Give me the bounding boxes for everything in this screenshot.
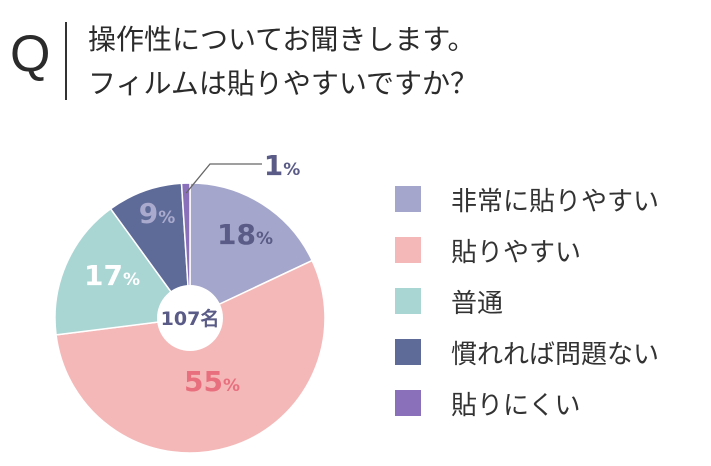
- legend: 非常に貼りやすい 貼りやすい 普通 慣れれば問題ない 貼りにくい: [395, 183, 659, 438]
- slice-value-label-hard: 1%: [264, 149, 301, 182]
- pie-center-total: 107名: [161, 307, 220, 330]
- legend-label: 慣れれば問題ない: [451, 339, 660, 370]
- slice-value-label-normal: 17%: [84, 259, 140, 292]
- slice-value-label-very-easy: 18%: [217, 218, 273, 251]
- legend-item-normal: 普通: [395, 285, 659, 319]
- pie-slice-easy: [55, 259, 326, 454]
- question-marker: Q: [10, 25, 51, 83]
- pie-center-hole: [157, 285, 223, 351]
- legend-label: 普通: [451, 288, 504, 319]
- legend-swatch: [395, 186, 421, 212]
- legend-swatch: [395, 390, 421, 416]
- pie-slice-very-easy: [189, 182, 314, 320]
- legend-swatch: [395, 237, 421, 263]
- question-line-2: フィルムは貼りやすいですか？: [88, 67, 479, 100]
- legend-label: 貼りやすい: [451, 237, 582, 268]
- legend-swatch: [395, 288, 421, 314]
- legend-label: 非常に貼りやすい: [451, 186, 660, 217]
- legend-item-easy: 貼りやすい: [395, 234, 659, 268]
- legend-item-get-used: 慣れれば問題ない: [395, 336, 660, 370]
- legend-swatch: [395, 339, 421, 365]
- legend-label: 貼りにくい: [451, 390, 581, 421]
- question-line-1: 操作性についてお聞きします。: [88, 23, 476, 56]
- callout-line: [185, 163, 262, 194]
- question-text: 操作性についてお聞きします。 フィルムは貼りやすいですか？: [88, 18, 478, 106]
- pie-slice-normal: [54, 207, 192, 336]
- question-divider: [65, 22, 67, 100]
- legend-item-hard: 貼りにくい: [395, 387, 659, 421]
- slice-value-label-easy: 55%: [184, 365, 240, 398]
- legend-item-very-easy: 非常に貼りやすい: [395, 183, 660, 217]
- slice-value-label-get-used: 9%: [139, 197, 176, 230]
- pie-slice-hard: [180, 182, 191, 319]
